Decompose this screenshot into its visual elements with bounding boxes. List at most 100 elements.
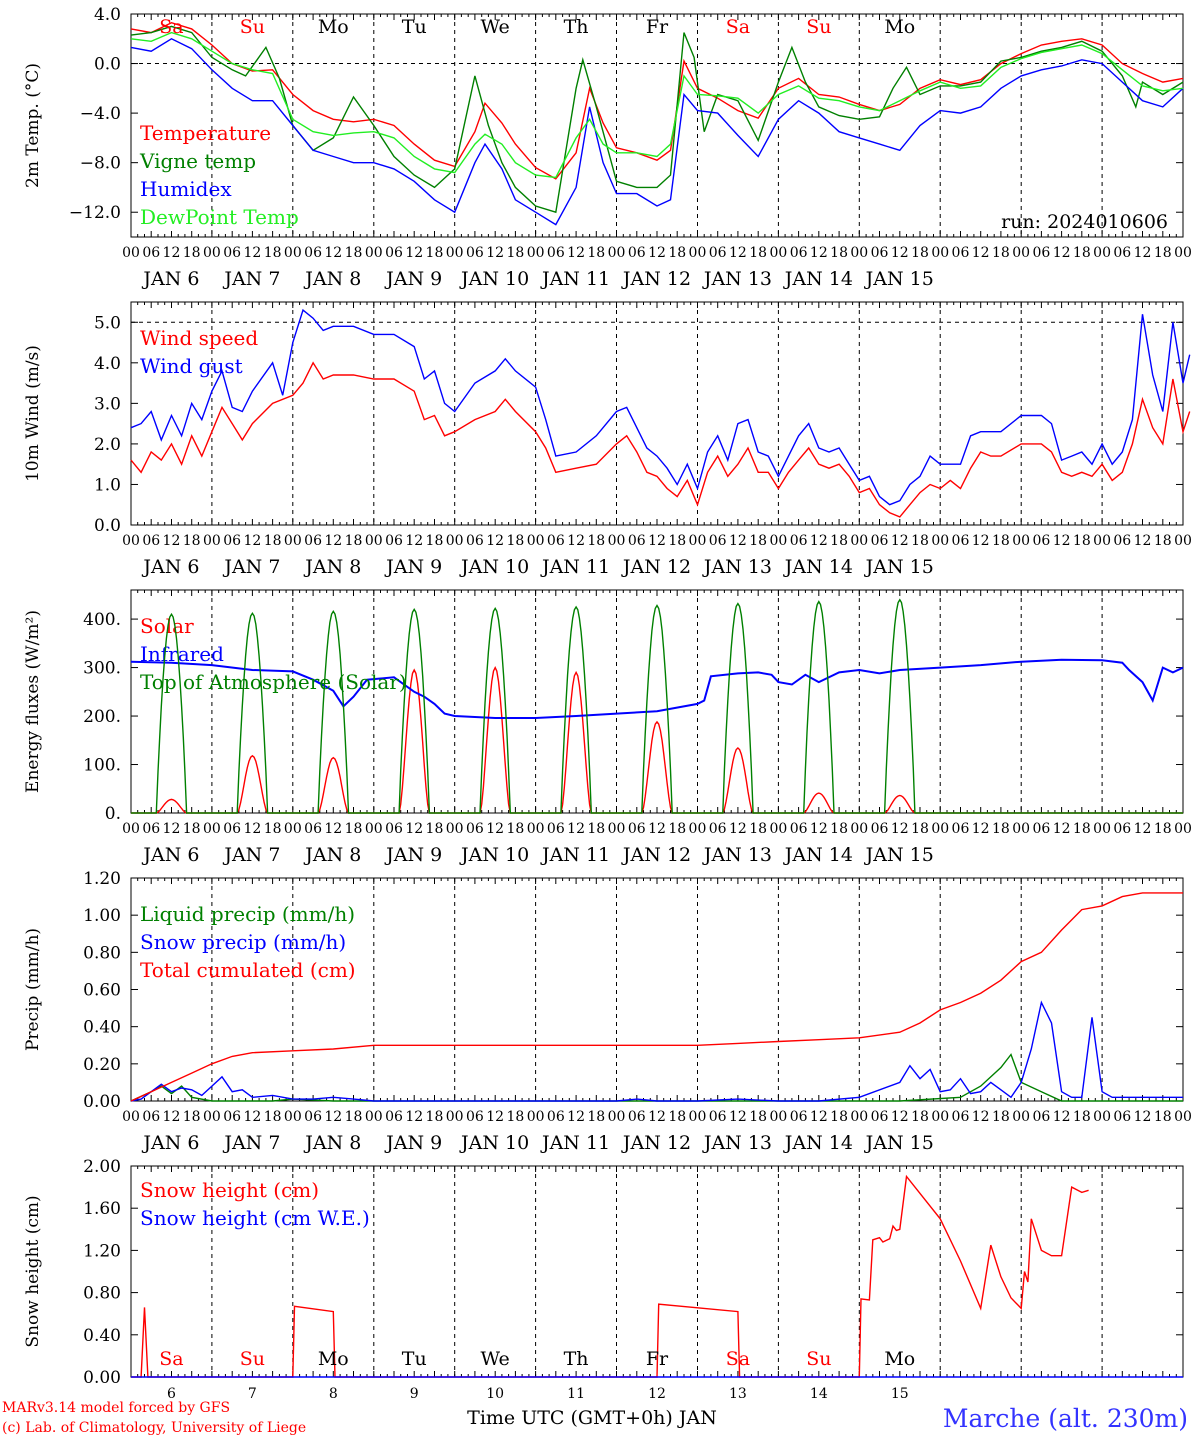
x-hour-label: 06 [1113, 533, 1131, 549]
x-hour-label: 00 [446, 245, 464, 261]
y-tick-label: 0.40 [83, 1018, 121, 1038]
x-hour-label: 00 [284, 245, 302, 261]
x-hour-label: 12 [729, 245, 747, 261]
y-tick-label: 200. [83, 707, 121, 727]
legend-entry: Wind speed [140, 326, 258, 350]
x-date-label: JAN 15 [864, 844, 934, 866]
day-name: Mo [884, 16, 915, 38]
x-hour-label: 00 [1174, 1109, 1192, 1125]
plot-frame [130, 13, 1184, 238]
x-hour-label: 12 [567, 533, 585, 549]
x-hour-label: 18 [668, 533, 686, 549]
x-hour-label: 06 [790, 245, 808, 261]
x-date-label: JAN 15 [864, 1132, 934, 1154]
series-line-total-cumulated-cm- [130, 892, 1183, 1102]
x-hour-label: 18 [830, 533, 848, 549]
x-hour-label: 18 [426, 821, 444, 837]
x-hour-label: 00 [931, 533, 949, 549]
y-tick-label: 2.00 [83, 1157, 121, 1177]
x-hour-label: 12 [810, 821, 828, 837]
day-name: Mo [884, 1348, 915, 1370]
x-hour-label: 12 [1053, 245, 1071, 261]
x-hour-label: 00 [1012, 533, 1030, 549]
x-hour-label: 06 [223, 533, 241, 549]
x-hour-label: 00 [689, 245, 707, 261]
x-hour-label: 00 [203, 821, 221, 837]
x-hour-label: 00 [608, 533, 626, 549]
x-hour-label: 06 [709, 533, 727, 549]
x-hour-label: 12 [810, 533, 828, 549]
x-hour-label: 06 [547, 245, 565, 261]
day-name: Tu [402, 16, 427, 38]
x-hour-label: 00 [527, 821, 545, 837]
x-date-label: JAN 11 [540, 556, 610, 578]
chart-panel-1: 4.0 0.0 −4.0 −8.0 −12.0 2m Temp. (°C) Temperat… [23, 5, 1192, 290]
x-hour-label: 12 [891, 1109, 909, 1125]
x-hour-label: 12 [1134, 245, 1152, 261]
lab-credit: (c) Lab. of Climatology, University of L… [2, 1420, 306, 1436]
x-hour-label: 12 [324, 821, 342, 837]
x-hour-label: 12 [486, 245, 504, 261]
x-date-label: JAN 6 [141, 1132, 199, 1154]
legend-entry: Temperature [140, 121, 271, 145]
x-hour-label: 18 [830, 821, 848, 837]
x-hour-label: 18 [587, 245, 605, 261]
y-tick-label: 1.20 [83, 869, 121, 889]
x-hour-label: 00 [850, 533, 868, 549]
x-hour-label: 06 [304, 245, 322, 261]
x-hour-label: 06 [790, 533, 808, 549]
x-hour-label: 00 [850, 1109, 868, 1125]
x-hour-label: 18 [264, 245, 282, 261]
day-name: Su [240, 16, 265, 38]
x-hour-label: 06 [142, 533, 160, 549]
x-hour-label: 12 [891, 245, 909, 261]
x-hour-label: 18 [911, 533, 929, 549]
x-hour-label: 06 [304, 533, 322, 549]
x-hour-label: 06 [142, 245, 160, 261]
x-hour-label: 12 [567, 821, 585, 837]
x-hour-label: 06 [628, 1109, 646, 1125]
x-hour-label: 18 [1073, 1109, 1091, 1125]
x-hour-label: 18 [749, 245, 767, 261]
x-hour-label: 18 [668, 245, 686, 261]
x-hour-label: 00 [1012, 1109, 1030, 1125]
x-hour-label: 00 [365, 245, 383, 261]
x-hour-label: 12 [972, 821, 990, 837]
x-hour-label: 06 [871, 245, 889, 261]
x-hour-label: 06 [304, 821, 322, 837]
x-date-label: JAN 7 [222, 844, 280, 866]
station-title: Marche (alt. 230m) [943, 1404, 1188, 1433]
y-tick-label: 4.0 [94, 5, 121, 25]
y-tick-label: 1.0 [94, 475, 121, 495]
x-hour-label: 12 [163, 533, 181, 549]
x-date-label: JAN 7 [222, 556, 280, 578]
x-hour-label: 00 [769, 245, 787, 261]
x-date-label: JAN 12 [621, 1132, 691, 1154]
x-hour-label: 00 [1174, 533, 1192, 549]
day-name: We [481, 16, 510, 38]
series-line-snow-height-cm- [131, 1174, 1089, 1378]
x-hour-label: 00 [608, 821, 626, 837]
day-name: Sa [159, 1348, 183, 1370]
x-hour-label: 00 [689, 533, 707, 549]
x-hour-label: 06 [223, 1109, 241, 1125]
x-hour-label: 18 [426, 533, 444, 549]
y-tick-label: 0.60 [83, 981, 121, 1001]
x-hour-label: 12 [163, 1109, 181, 1125]
y-tick-label: 4.0 [94, 354, 121, 374]
x-hour-label: 18 [749, 533, 767, 549]
x-hour-label: 06 [466, 1109, 484, 1125]
x-hour-label: 06 [871, 533, 889, 549]
x-hour-label: 12 [729, 1109, 747, 1125]
x-hour-label: 12 [1053, 821, 1071, 837]
x-date-label: JAN 14 [783, 844, 853, 866]
y-tick-label: 0.20 [83, 1055, 121, 1075]
x-hour-label: 06 [385, 1109, 403, 1125]
x-day-number: 13 [729, 1386, 747, 1402]
x-date-label: JAN 14 [783, 268, 853, 290]
x-hour-label: 18 [587, 821, 605, 837]
x-hour-label: 06 [790, 1109, 808, 1125]
x-minor-ticks [130, 1166, 1184, 1377]
y-axis-label: Energy fluxes (W/m²) [23, 610, 43, 793]
x-hour-label: 00 [850, 821, 868, 837]
